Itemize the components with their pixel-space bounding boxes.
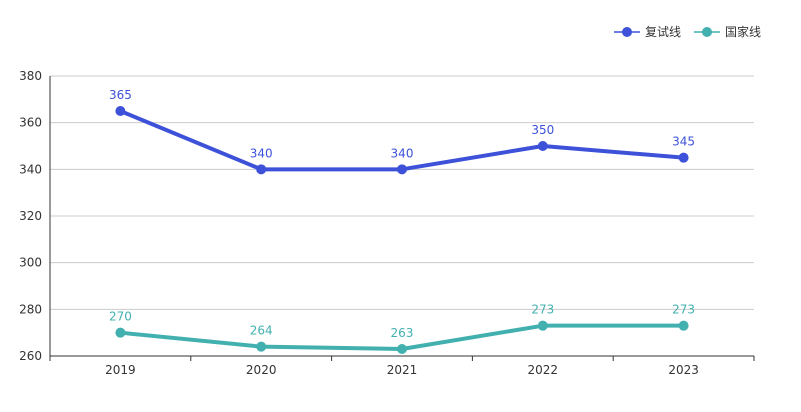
data-point[interactable] <box>678 152 689 163</box>
series-group: 365 340 340 350 345 270 264 263 273 273 <box>109 88 695 354</box>
legend-swatch-marker <box>622 27 632 37</box>
data-label: 350 <box>531 123 554 137</box>
y-tick-label: 280 <box>19 302 42 316</box>
legend-swatch-marker <box>702 27 712 37</box>
data-point[interactable] <box>537 320 548 331</box>
y-tick-label: 360 <box>19 116 42 130</box>
data-label: 345 <box>672 135 695 149</box>
y-tick-label: 340 <box>19 162 42 176</box>
data-label: 263 <box>391 326 414 340</box>
data-point[interactable] <box>115 106 126 116</box>
data-point[interactable] <box>397 344 407 354</box>
x-tick-label: 2020 <box>246 363 277 377</box>
data-point[interactable] <box>397 164 407 175</box>
legend[interactable]: 复试线 国家线 <box>614 24 761 39</box>
axes: 260 280 300 320 340 360 380 2019 2020 2021 2022 202… <box>19 69 755 377</box>
data-label: 273 <box>531 303 554 317</box>
data-point[interactable] <box>678 320 689 331</box>
y-tick-label: 320 <box>19 209 42 223</box>
x-tick-label: 2023 <box>668 363 699 377</box>
data-point[interactable] <box>115 327 126 338</box>
data-point[interactable] <box>537 141 548 151</box>
x-tick-label: 2021 <box>387 363 418 377</box>
data-label: 340 <box>250 146 273 160</box>
legend-item-2[interactable]: 国家线 <box>694 24 761 39</box>
data-point[interactable] <box>256 164 267 175</box>
series-line <box>118 109 686 172</box>
data-label: 264 <box>250 324 273 338</box>
data-label: 273 <box>672 303 695 317</box>
series-1: 365 340 340 350 345 <box>109 88 695 175</box>
grid-lines <box>50 75 754 310</box>
series-2: 270 264 263 273 273 <box>109 303 695 354</box>
legend-label: 复试线 <box>645 24 681 39</box>
data-point[interactable] <box>256 341 267 352</box>
y-tick-label: 300 <box>19 256 42 270</box>
data-label: 340 <box>391 146 414 160</box>
y-tick-label: 380 <box>19 69 42 83</box>
data-label: 270 <box>109 310 132 324</box>
data-label: 365 <box>109 88 132 102</box>
x-tick-label: 2019 <box>105 363 136 377</box>
legend-label: 国家线 <box>725 24 761 39</box>
x-tick-label: 2022 <box>528 363 559 377</box>
y-tick-label: 260 <box>19 349 42 363</box>
legend-item-1[interactable]: 复试线 <box>614 24 681 39</box>
